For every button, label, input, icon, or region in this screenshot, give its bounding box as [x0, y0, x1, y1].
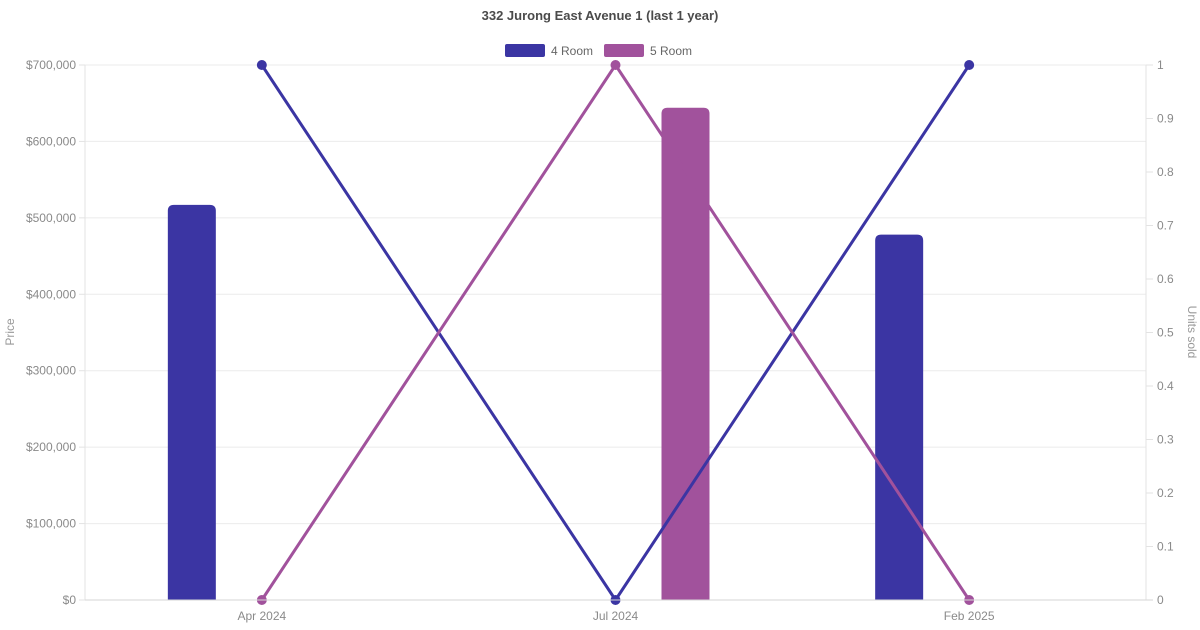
right-axis-tick-label: 0.9	[1157, 112, 1174, 126]
left-axis-title: Price	[3, 318, 17, 346]
legend: 4 Room 5 Room	[505, 44, 692, 58]
right-axis-tick-label: 0	[1157, 593, 1164, 607]
point-5-room-jul-2024[interactable]	[610, 60, 621, 70]
right-axis-tick-label: 1	[1157, 58, 1164, 72]
point-4-room-feb-2025[interactable]	[964, 60, 975, 70]
grid-layer	[85, 64, 1146, 525]
right-axis-tick-label: 0.2	[1157, 486, 1174, 500]
x-axis-tick-label: Jul 2024	[593, 609, 639, 623]
left-axis-tick-label: $500,000	[26, 211, 76, 225]
point-4-room-apr-2024[interactable]	[256, 60, 267, 70]
chart-title: 332 Jurong East Avenue 1 (last 1 year)	[482, 8, 719, 23]
right-axis-tick-label: 0.6	[1157, 272, 1174, 286]
right-axis-tick-label: 0.3	[1157, 433, 1174, 447]
left-axis-tick-label: $400,000	[26, 287, 76, 301]
left-axis-tick-label: $200,000	[26, 440, 76, 454]
legend-item-4-room[interactable]: 4 Room	[505, 44, 593, 58]
line-5-room	[260, 63, 971, 602]
bar-layer	[167, 107, 924, 601]
right-axis-tick-label: 0.7	[1157, 219, 1174, 233]
x-axis-tick-label: Apr 2024	[237, 609, 286, 623]
bar-4-room-apr-2024[interactable]	[167, 204, 216, 600]
right-axis-tick-label: 0.4	[1157, 379, 1174, 393]
right-axis-title: Units sold	[1185, 306, 1199, 359]
legend-label: 4 Room	[551, 44, 593, 58]
axis-layer: $0 $100,000 $200,000 $300,000 $400,000 $500,0…	[3, 58, 1199, 623]
left-axis-tick-label: $600,000	[26, 134, 76, 148]
legend-swatch-5-room	[604, 44, 644, 57]
right-axis-tick-label: 0.8	[1157, 165, 1174, 179]
legend-label: 5 Room	[650, 44, 692, 58]
right-axis-tick-label: 0.1	[1157, 540, 1174, 554]
left-axis-tick-label: $100,000	[26, 517, 76, 531]
x-axis-tick-label: Feb 2025	[944, 609, 995, 623]
legend-swatch-4-room	[505, 44, 545, 57]
legend-item-5-room[interactable]: 5 Room	[604, 44, 692, 58]
bar-5-room-jul-2024[interactable]	[661, 107, 710, 601]
bar-4-room-feb-2025[interactable]	[875, 234, 924, 600]
left-axis-tick-label: $0	[63, 593, 77, 607]
line-4-room	[260, 63, 971, 602]
left-axis-tick-label: $300,000	[26, 364, 76, 378]
right-axis-tick-label: 0.5	[1157, 326, 1174, 340]
left-axis-tick-label: $700,000	[26, 58, 76, 72]
